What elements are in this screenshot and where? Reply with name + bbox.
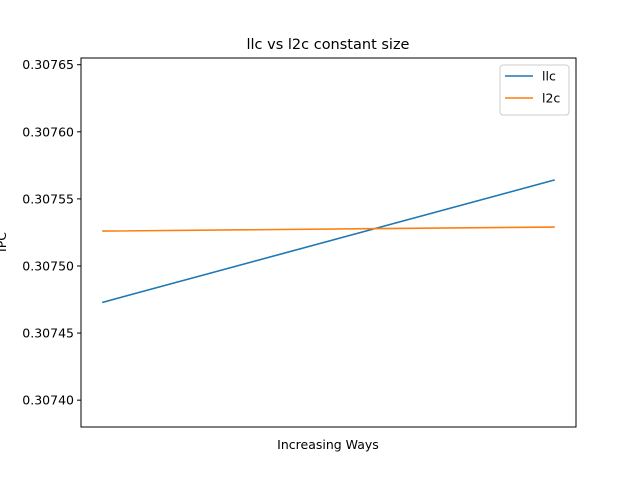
y-tick-label: 0.30740 bbox=[22, 393, 74, 408]
x-axis-label: Increasing Ways bbox=[277, 437, 379, 452]
chart-title: llc vs l2c constant size bbox=[247, 37, 410, 53]
legend-label-llc: llc bbox=[542, 69, 556, 84]
legend-label-l2c: l2c bbox=[542, 91, 560, 106]
legend-box bbox=[499, 64, 570, 116]
legend: llc l2c bbox=[499, 64, 570, 116]
y-axis-ticks: 0.30740 0.30745 0.30750 0.30755 0.30760 0.307… bbox=[22, 57, 81, 408]
y-tick-label: 0.30750 bbox=[22, 258, 74, 273]
series-layer bbox=[102, 179, 555, 304]
y-axis-label: IPC bbox=[0, 232, 9, 252]
plot-frame bbox=[80, 57, 577, 428]
y-tick-label: 0.30755 bbox=[22, 191, 74, 206]
y-tick-label: 0.30760 bbox=[22, 124, 74, 139]
y-tick-label: 0.30765 bbox=[22, 57, 74, 72]
series-line-llc bbox=[102, 179, 555, 304]
y-tick-label: 0.30745 bbox=[22, 326, 74, 341]
series-line-l2c bbox=[102, 226, 555, 232]
